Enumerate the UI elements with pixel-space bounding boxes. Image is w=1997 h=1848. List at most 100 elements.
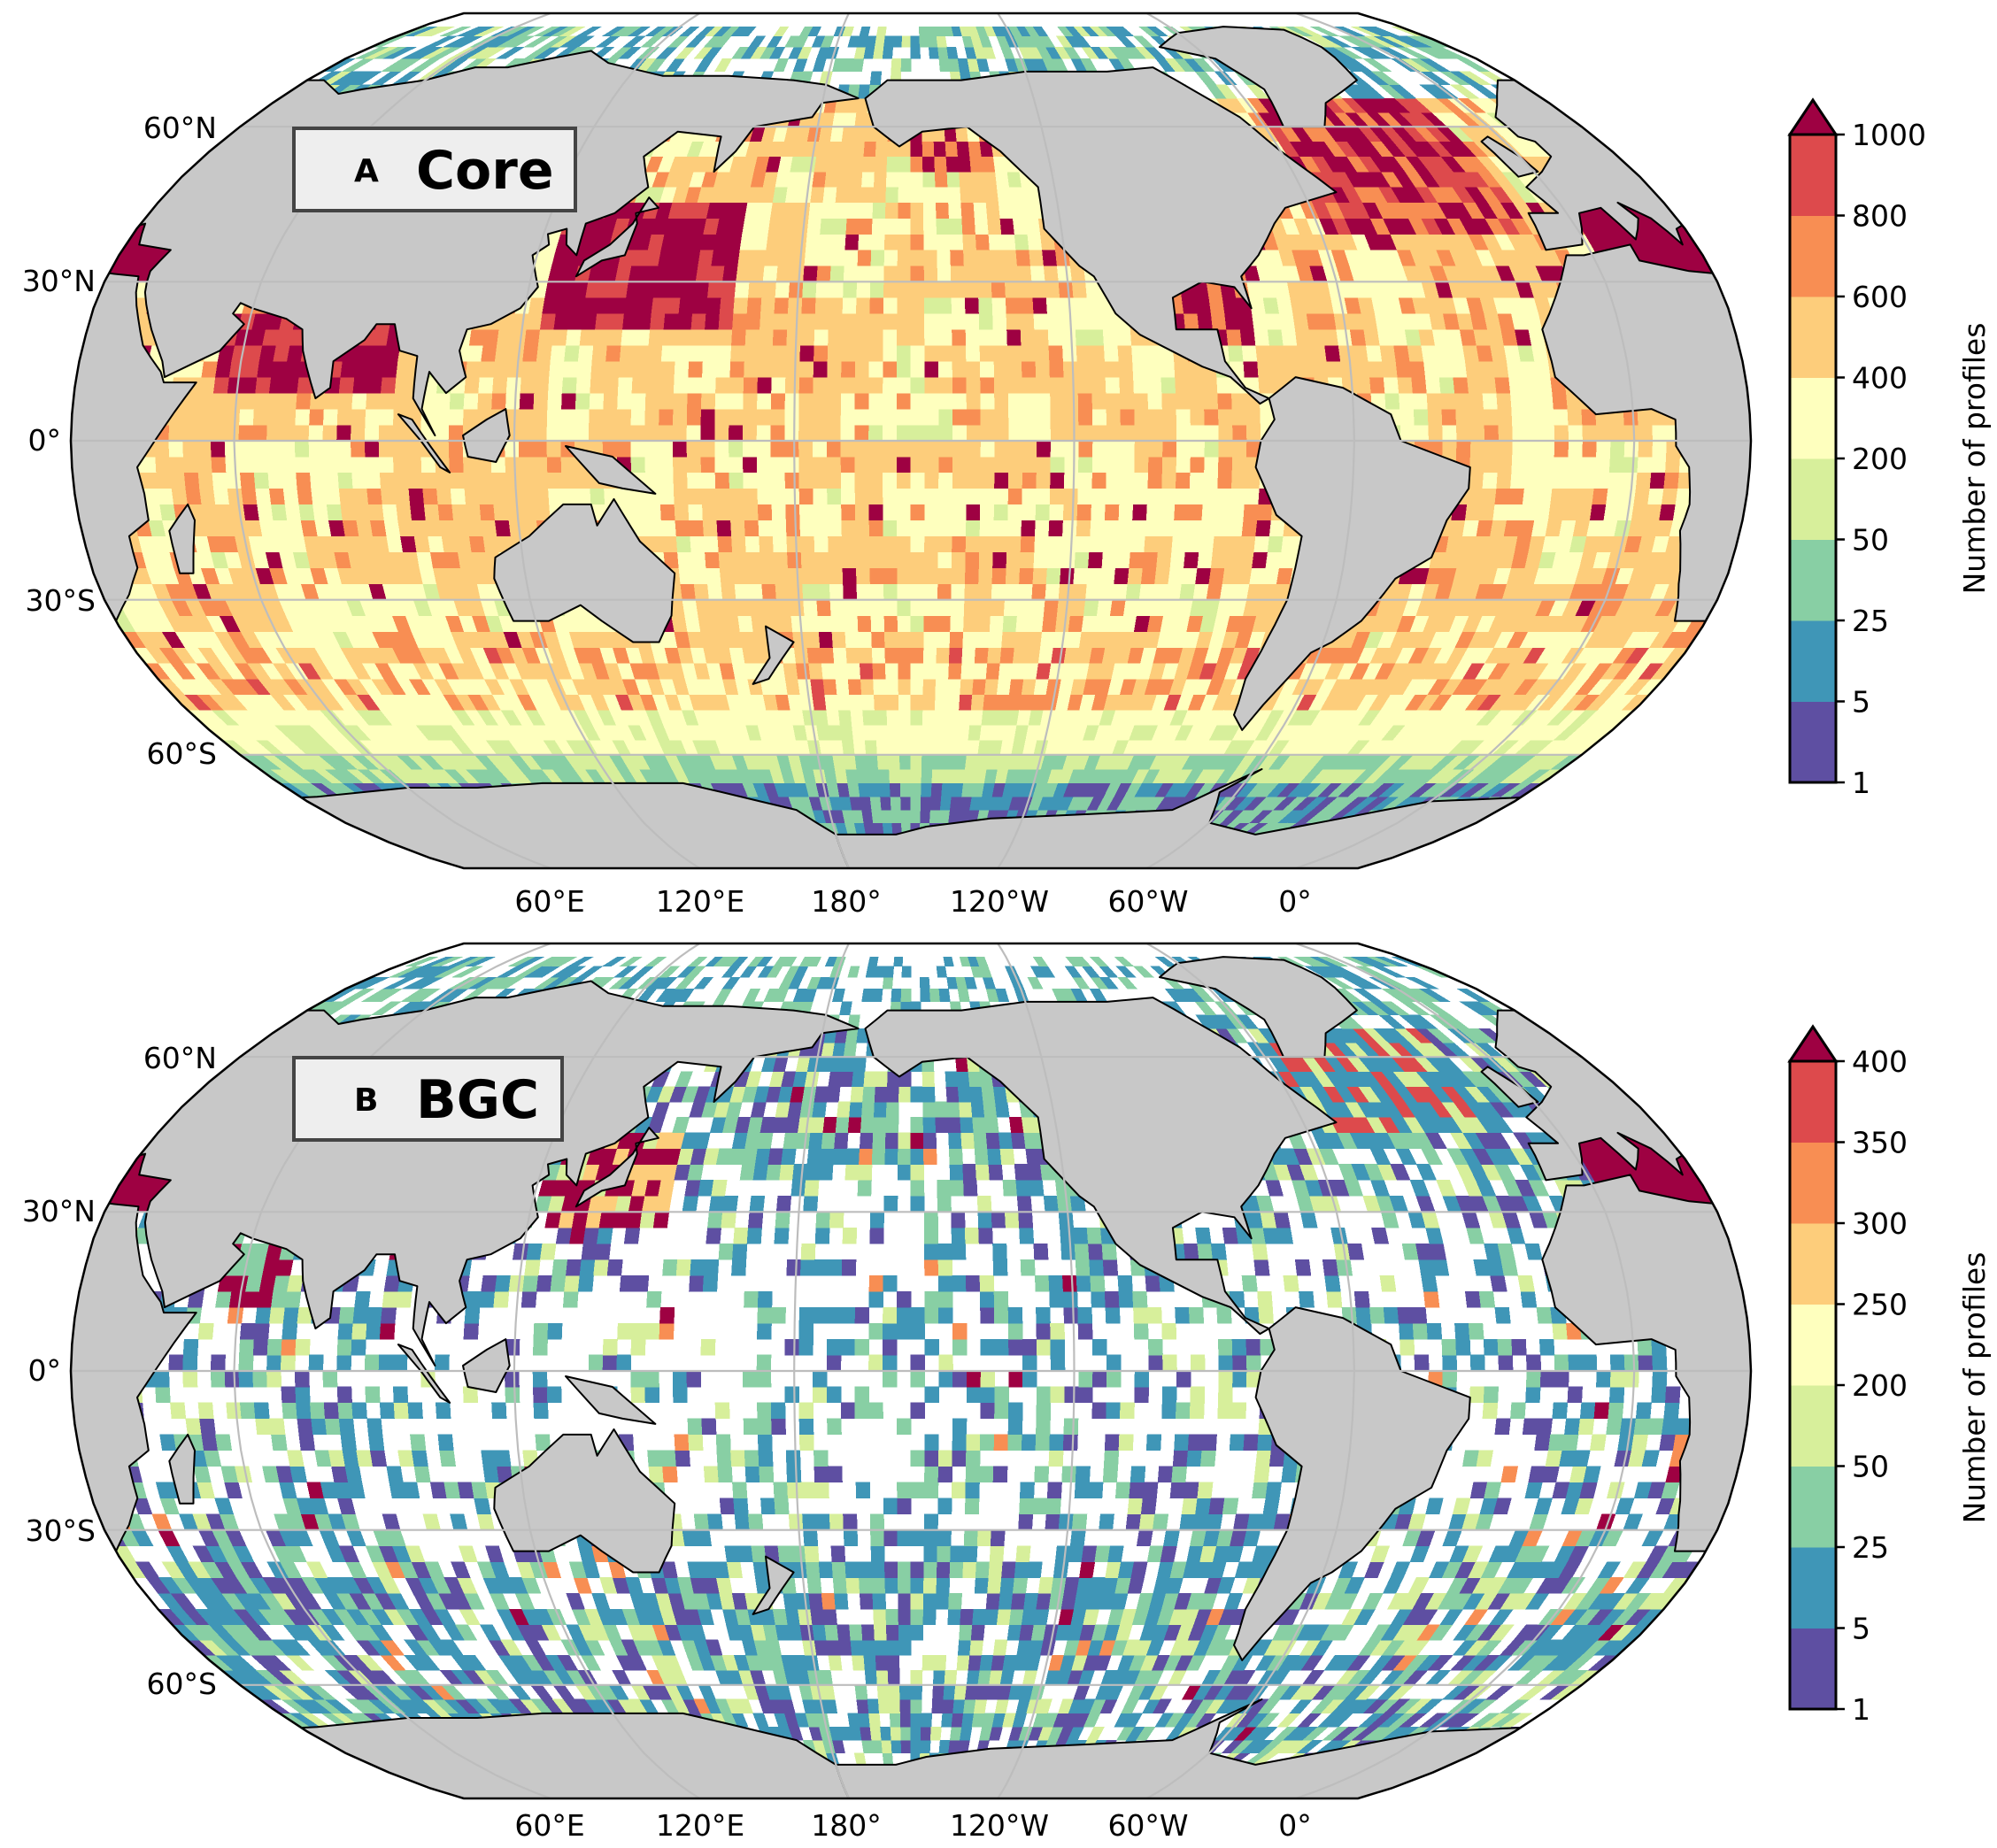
grid-cell	[897, 313, 912, 330]
grid-cell	[1253, 328, 1270, 346]
grid-cell	[974, 647, 990, 664]
grid-cell	[700, 392, 716, 410]
grid-cell	[951, 297, 967, 314]
grid-cell	[946, 46, 959, 59]
grid-cell	[1146, 376, 1162, 394]
grid-cell	[828, 724, 843, 741]
grid-cell	[524, 328, 541, 346]
grid-cell	[1054, 615, 1071, 632]
grid-cell	[784, 456, 800, 474]
grid-cell	[659, 456, 675, 474]
grid-cell	[844, 250, 859, 266]
grid-cell	[1159, 520, 1175, 537]
grid-cell	[857, 615, 872, 632]
grid-cell	[945, 724, 959, 741]
grid-cell	[1120, 408, 1136, 426]
grid-cell	[924, 376, 939, 394]
grid-cell	[1023, 663, 1039, 680]
grid-cell	[1138, 583, 1155, 600]
grid-cell	[826, 408, 842, 426]
grid-cell	[1197, 551, 1214, 568]
grid-cell	[182, 424, 198, 442]
grid-cell	[952, 344, 967, 362]
grid-cell	[1076, 504, 1092, 521]
grid-cell	[1257, 504, 1273, 521]
grid-cell	[1050, 440, 1066, 458]
grid-cell	[677, 313, 693, 330]
grid-cell	[1369, 376, 1385, 394]
grid-cell	[945, 709, 960, 726]
grid-cell	[1019, 551, 1035, 568]
grid-cell	[577, 344, 594, 362]
grid-cell	[898, 663, 912, 680]
grid-cell	[1204, 440, 1220, 458]
grid-cell	[898, 709, 912, 726]
grid-cell	[828, 141, 843, 158]
grid-cell	[966, 504, 981, 521]
grid-cell	[992, 535, 1008, 553]
grid-cell	[730, 344, 746, 362]
grid-cell	[734, 281, 751, 298]
grid-cell	[1217, 392, 1233, 410]
grid-cell	[366, 376, 383, 394]
grid-cell	[411, 520, 428, 537]
grid-cell	[813, 456, 828, 474]
grid-cell	[1061, 328, 1077, 346]
grid-cell	[1005, 297, 1021, 314]
grid-cell	[689, 344, 705, 362]
grid-cell	[829, 126, 844, 142]
grid-cell	[199, 376, 216, 394]
grid-cell	[812, 424, 828, 442]
grid-cell	[268, 488, 286, 505]
grid-cell	[1102, 535, 1119, 553]
grid-cell	[910, 456, 926, 474]
grid-cell	[716, 344, 732, 362]
grid-cell	[883, 599, 898, 616]
grid-cell	[861, 171, 875, 188]
grid-cell	[159, 504, 177, 521]
grid-cell	[686, 440, 702, 458]
grid-cell	[255, 376, 272, 394]
grid-cell	[652, 281, 670, 298]
grid-cell	[238, 440, 254, 458]
grid-cell	[897, 234, 912, 250]
grid-cell	[675, 328, 692, 346]
grid-cell	[1033, 551, 1049, 568]
grid-cell	[775, 583, 790, 600]
grid-cell	[942, 768, 955, 784]
grid-cell	[799, 520, 815, 537]
grid-cell	[1019, 297, 1035, 314]
grid-cell	[1050, 456, 1066, 474]
grid-cell	[802, 583, 818, 600]
grid-cell	[932, 754, 945, 770]
grid-cell	[930, 782, 944, 797]
grid-cell	[294, 440, 310, 458]
grid-cell	[826, 456, 842, 474]
grid-cell	[267, 392, 284, 410]
grid-cell	[201, 504, 219, 521]
grid-cell	[772, 535, 788, 553]
grid-cell	[1125, 583, 1142, 600]
grid-cell	[920, 809, 931, 823]
grid-cell	[938, 376, 953, 394]
grid-cell	[197, 456, 213, 474]
grid-cell	[922, 171, 937, 188]
grid-cell	[854, 488, 870, 505]
grid-cell	[882, 822, 894, 835]
grid-cell	[870, 250, 885, 266]
grid-cell	[602, 408, 618, 426]
grid-cell	[672, 456, 688, 474]
grid-cell	[944, 739, 958, 756]
grid-cell	[518, 424, 534, 442]
grid-cell	[910, 663, 924, 680]
grid-cell	[1050, 408, 1066, 426]
grid-cell	[481, 520, 497, 537]
grid-cell	[966, 408, 982, 426]
grid-cell	[975, 615, 991, 632]
grid-cell	[785, 520, 801, 537]
grid-cell	[1050, 472, 1065, 489]
grid-cell	[397, 520, 415, 537]
grid-cell	[856, 281, 871, 298]
grid-cell	[547, 472, 563, 489]
grid-cell	[1199, 535, 1215, 553]
